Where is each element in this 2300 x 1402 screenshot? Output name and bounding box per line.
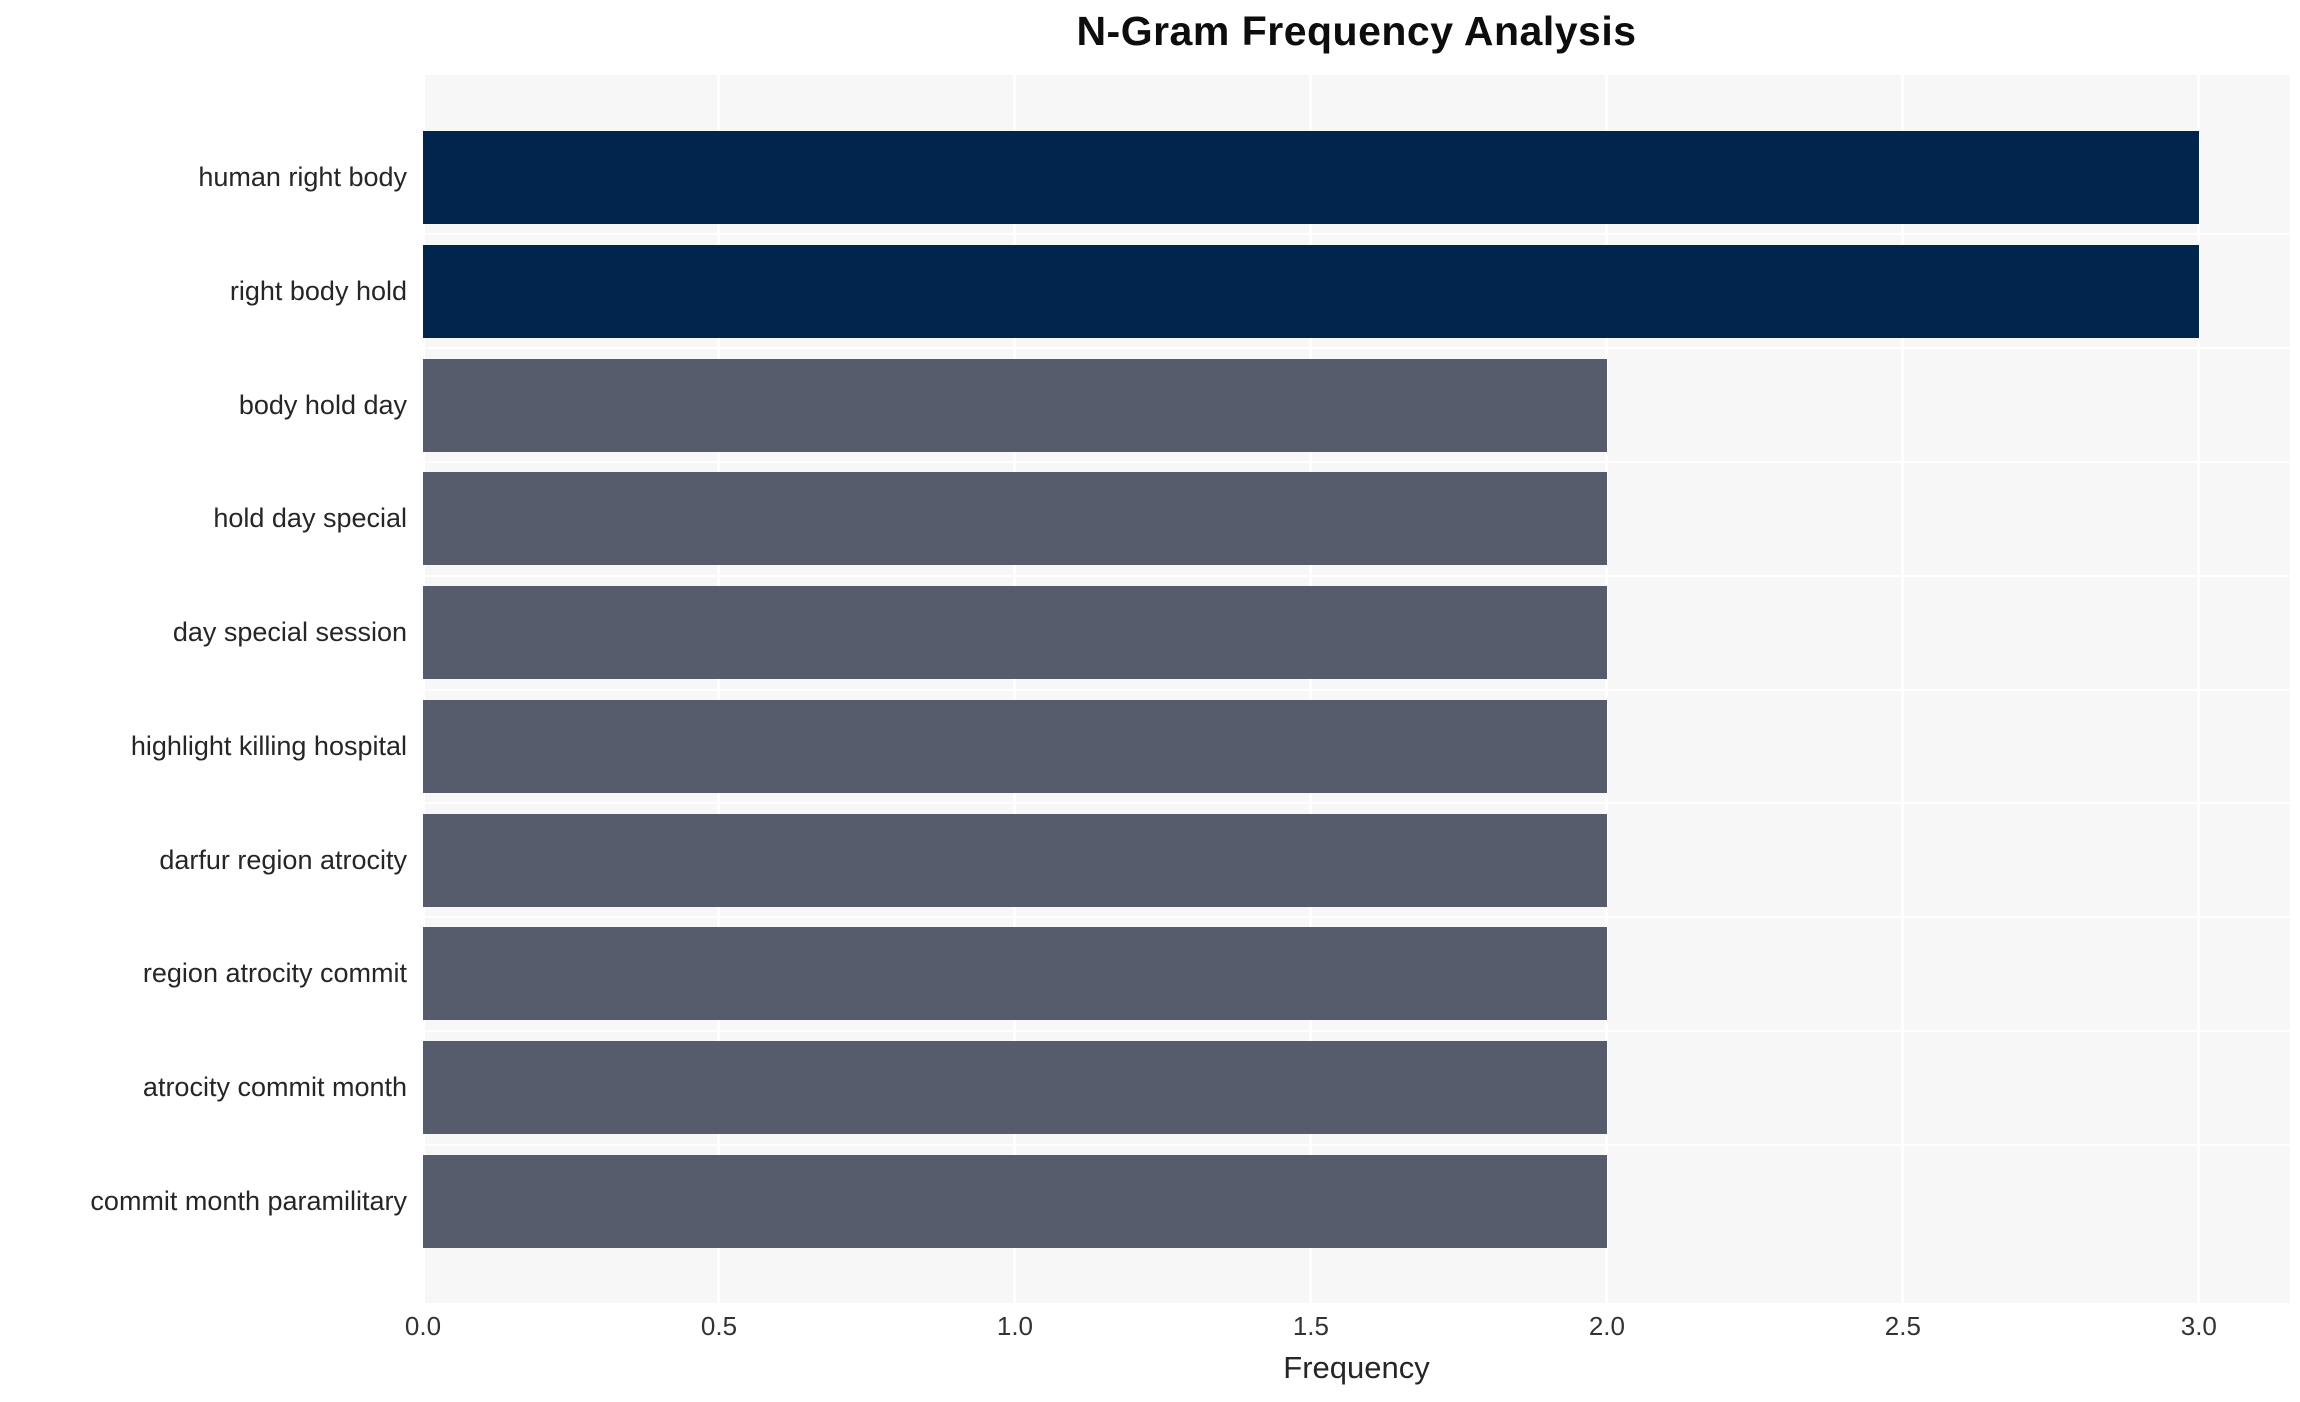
gridline-horizontal <box>423 1029 2290 1032</box>
gridline-horizontal <box>423 688 2290 691</box>
x-axis-label: Frequency <box>1283 1350 1430 1385</box>
gridline-horizontal <box>423 802 2290 805</box>
category-label: body hold day <box>238 389 407 420</box>
gridline-horizontal <box>423 574 2290 577</box>
bar <box>423 927 1607 1021</box>
category-label: darfur region atrocity <box>159 844 407 875</box>
bar <box>423 1155 1607 1249</box>
y-axis-labels: human right body right body hold body hold… <box>0 75 407 1303</box>
x-axis-ticks: 0.0 0.5 1.0 1.5 2.0 2.5 3.0 <box>0 1311 2300 1347</box>
x-tick-label: 2.5 <box>1884 1311 1921 1341</box>
category-label: day special session <box>172 617 407 648</box>
plot-area <box>421 75 2290 1303</box>
bar <box>423 131 2199 224</box>
x-tick-label: 0.5 <box>700 1311 738 1341</box>
gridline-horizontal <box>423 460 2290 463</box>
bar <box>423 813 1607 907</box>
bar <box>423 244 2199 338</box>
x-tick-label: 0.0 <box>404 1311 442 1341</box>
bar <box>423 1041 1607 1135</box>
gridline-horizontal <box>423 233 2290 236</box>
category-label: right body hold <box>229 275 407 306</box>
bar <box>423 699 1607 793</box>
x-tick-label: 2.0 <box>1588 1311 1625 1341</box>
category-label: hold day special <box>213 503 407 534</box>
category-label: human right body <box>198 162 407 192</box>
gridline-horizontal <box>423 347 2290 350</box>
category-label: commit month paramilitary <box>90 1186 407 1217</box>
category-label: highlight killing hospital <box>130 730 407 761</box>
x-tick-label: 1.5 <box>1292 1311 1329 1341</box>
bar <box>423 586 1607 680</box>
category-label: region atrocity commit <box>142 958 407 989</box>
category-label: atrocity commit month <box>142 1072 407 1103</box>
bar <box>423 358 1607 452</box>
x-tick-label: 3.0 <box>2180 1311 2217 1341</box>
bar <box>423 472 1607 566</box>
gridline-horizontal <box>423 1143 2290 1146</box>
chart-title: N-Gram Frequency Analysis <box>1076 8 1637 54</box>
gridline-horizontal <box>423 916 2290 919</box>
x-tick-label: 1.0 <box>996 1311 1034 1341</box>
